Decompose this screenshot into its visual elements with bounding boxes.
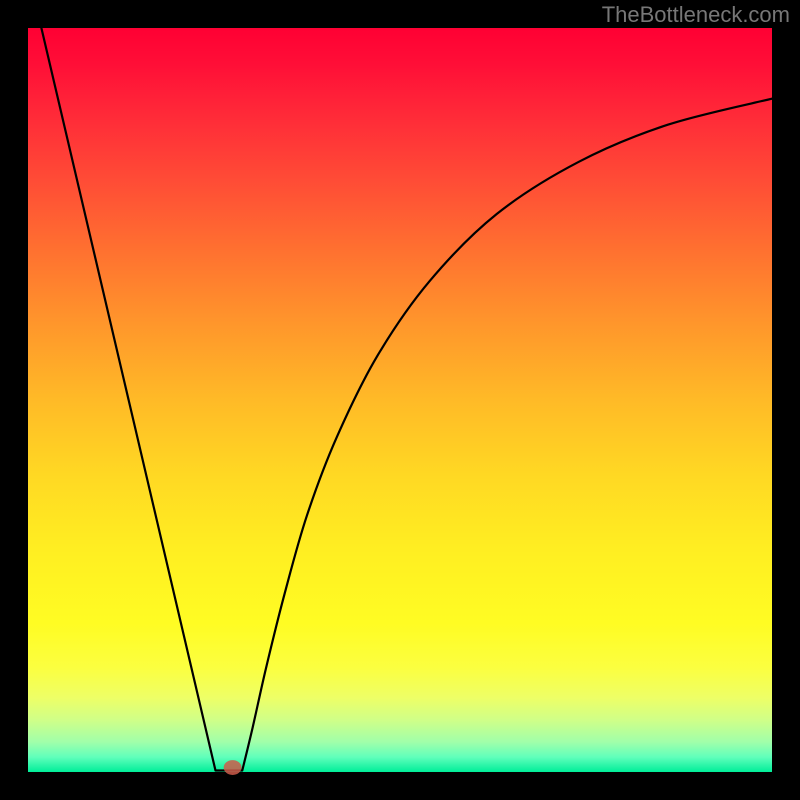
optimal-point-marker <box>224 760 242 775</box>
bottleneck-chart <box>0 0 800 800</box>
chart-container: TheBottleneck.com <box>0 0 800 800</box>
plot-background <box>28 28 772 772</box>
watermark-text: TheBottleneck.com <box>602 2 790 28</box>
